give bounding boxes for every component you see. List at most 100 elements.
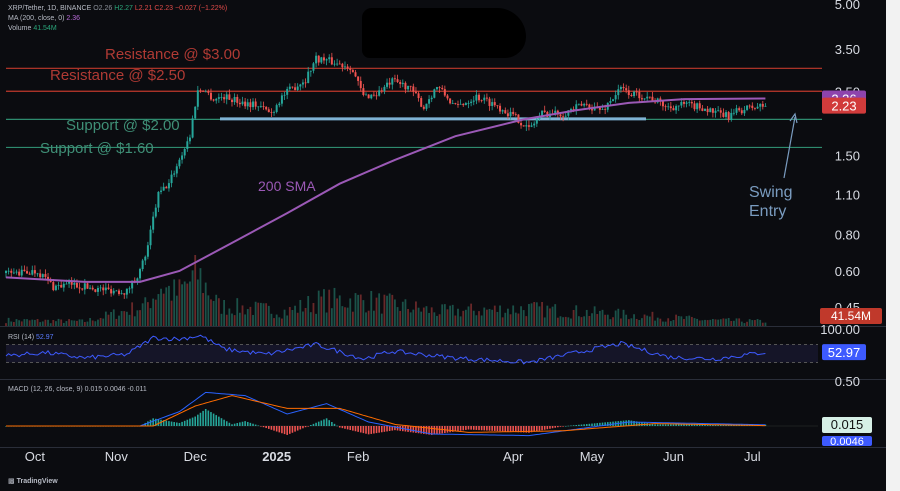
volume-bar: [425, 306, 428, 326]
candle-body: [94, 289, 97, 292]
volume-bar: [359, 294, 362, 326]
volume-bar: [483, 307, 486, 326]
candle-body: [330, 57, 333, 65]
candle-body: [401, 82, 404, 85]
macd-histogram-bar: [228, 422, 231, 426]
volume-bar: [183, 281, 186, 326]
macd-histogram-bar: [654, 424, 656, 426]
volume-legend-label[interactable]: Volume: [8, 25, 32, 32]
candle-body: [562, 116, 565, 118]
macd-histogram-bar: [672, 424, 675, 426]
candle-body: [704, 108, 707, 111]
macd-histogram-bar: [530, 426, 533, 433]
candle-body: [480, 100, 483, 102]
macd-histogram-bar: [147, 421, 149, 426]
volume-bar: [215, 294, 218, 326]
macd-histogram-bar: [454, 426, 457, 432]
macd-histogram-bar: [462, 426, 465, 431]
volume-bar: [596, 314, 599, 326]
rsi-legend-value: 52.97: [36, 334, 54, 341]
volume-bar: [233, 315, 236, 326]
volume-bar: [181, 284, 183, 326]
candle-body: [175, 166, 178, 174]
volume-bar: [507, 308, 509, 326]
candle-body: [362, 88, 365, 96]
candle-body: [60, 284, 63, 288]
volume-bar: [401, 301, 404, 326]
candle-body: [619, 86, 622, 90]
macd-histogram-bar: [465, 426, 467, 430]
volume-bar: [44, 319, 47, 326]
volume-bar: [383, 294, 386, 326]
volume-bar: [593, 306, 596, 326]
candle-body: [456, 104, 459, 105]
tradingview-logo-text: TradingView: [16, 478, 58, 485]
macd-histogram-bar: [470, 426, 472, 430]
volume-bar: [533, 302, 536, 326]
volume-bar: [288, 307, 291, 326]
macd-histogram-bar: [210, 412, 212, 426]
candle-body: [585, 103, 588, 105]
macd-histogram-bar: [262, 426, 265, 428]
volume-bar: [614, 310, 617, 326]
macd-histogram-bar: [583, 424, 585, 426]
volume-bar: [598, 310, 601, 326]
candle-body: [359, 80, 362, 89]
candle-body: [709, 108, 712, 113]
candle-body: [152, 216, 155, 230]
candle-body: [278, 103, 281, 106]
tradingview-logo[interactable]: ▩ TradingView: [8, 477, 58, 485]
candle-body: [496, 105, 499, 107]
volume-bar: [338, 295, 341, 326]
candle-body: [65, 283, 68, 285]
candle-body: [12, 272, 15, 274]
macd-histogram-bar: [349, 426, 352, 431]
volume-bar: [717, 319, 720, 326]
candle-body: [62, 283, 65, 288]
macd-histogram-bar: [367, 426, 370, 435]
candle-body: [165, 186, 168, 189]
volume-bar: [286, 315, 289, 326]
macd-histogram-bar: [283, 426, 286, 435]
candle-body: [199, 90, 202, 92]
candle-body: [217, 97, 220, 99]
macd-histogram-bar: [691, 424, 693, 426]
candle-body: [430, 97, 433, 100]
candle-body: [464, 103, 467, 106]
macd-histogram-bar: [212, 413, 215, 426]
right-edge-strip: [886, 0, 900, 491]
time-tick-label: May: [580, 449, 605, 464]
volume-bar: [309, 312, 312, 326]
candle-body: [183, 148, 186, 156]
candle-body: [609, 101, 612, 103]
volume-bar: [136, 310, 139, 326]
candle-body: [488, 98, 491, 106]
macd-histogram-bar: [501, 426, 504, 432]
volume-bar: [394, 299, 396, 326]
macd-histogram-bar: [425, 426, 428, 435]
macd-histogram-bar: [380, 426, 383, 433]
macd-histogram-bar: [675, 424, 677, 426]
candle-body: [149, 229, 152, 246]
candle-body: [244, 101, 247, 107]
candle-body: [44, 274, 47, 277]
ma-legend-label[interactable]: MA (200, close, 0): [8, 15, 65, 22]
macd-histogram-bar: [651, 423, 654, 426]
volume-bar: [83, 321, 86, 326]
volume-bar: [70, 320, 73, 326]
volume-bar: [709, 319, 712, 326]
volume-bar: [120, 311, 123, 326]
candle-body: [759, 103, 762, 107]
volume-bar: [278, 317, 281, 326]
candle-body: [380, 90, 383, 92]
rsi-badge-text: 52.97: [828, 345, 861, 360]
macd-histogram-bar: [517, 426, 520, 433]
volume-bar: [433, 312, 436, 326]
macd-histogram-bar: [670, 424, 672, 426]
macd-histogram-bar: [438, 426, 441, 434]
volume-bar: [386, 295, 388, 326]
macd-histogram-bar: [417, 426, 420, 434]
symbol-label[interactable]: XRP/Tether, 1D, BINANCE: [8, 5, 92, 12]
